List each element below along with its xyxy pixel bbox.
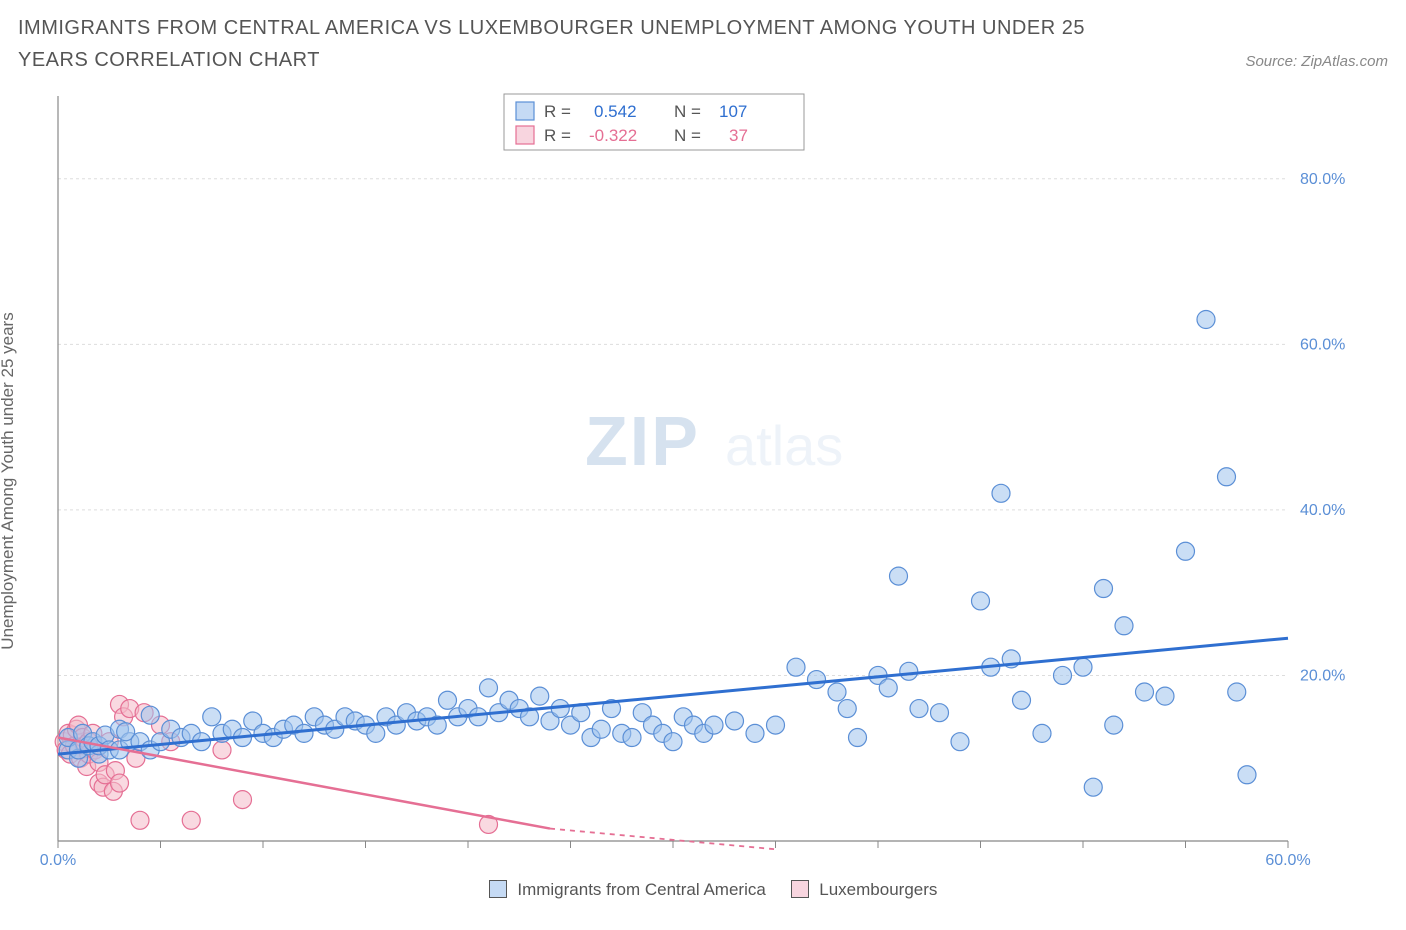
svg-text:107: 107: [719, 102, 747, 121]
chart-title: IMMIGRANTS FROM CENTRAL AMERICA VS LUXEM…: [18, 12, 1118, 76]
legend-label-b: Luxembourgers: [819, 880, 937, 899]
svg-text:20.0%: 20.0%: [1300, 667, 1345, 684]
legend-label-a: Immigrants from Central America: [517, 880, 765, 899]
svg-text:N =: N =: [674, 126, 701, 145]
svg-text:0.542: 0.542: [594, 102, 637, 121]
legend-swatch-b: [791, 880, 809, 898]
scatter-chart: ZIP atlas 20.0% 40.0% 60.0% 80.0% 0.0% 60.0% R =…: [18, 86, 1368, 876]
svg-text:R =: R =: [544, 102, 571, 121]
svg-text:R =: R =: [544, 126, 571, 145]
svg-text:60.0%: 60.0%: [1300, 336, 1345, 353]
svg-text:37: 37: [729, 126, 748, 145]
bottom-legend: Immigrants from Central America Luxembou…: [18, 880, 1388, 900]
svg-text:80.0%: 80.0%: [1300, 171, 1345, 188]
svg-text:40.0%: 40.0%: [1300, 502, 1345, 519]
svg-text:-0.322: -0.322: [589, 126, 637, 145]
svg-text:0.0%: 0.0%: [40, 852, 76, 869]
svg-text:atlas: atlas: [725, 414, 843, 477]
legend-swatch-a: [489, 880, 507, 898]
source-attribution: Source: ZipAtlas.com: [1245, 53, 1388, 70]
y-axis-label: Unemployment Among Youth under 25 years: [0, 312, 18, 649]
svg-text:N =: N =: [674, 102, 701, 121]
svg-text:60.0%: 60.0%: [1265, 852, 1310, 869]
svg-text:ZIP: ZIP: [585, 402, 700, 480]
